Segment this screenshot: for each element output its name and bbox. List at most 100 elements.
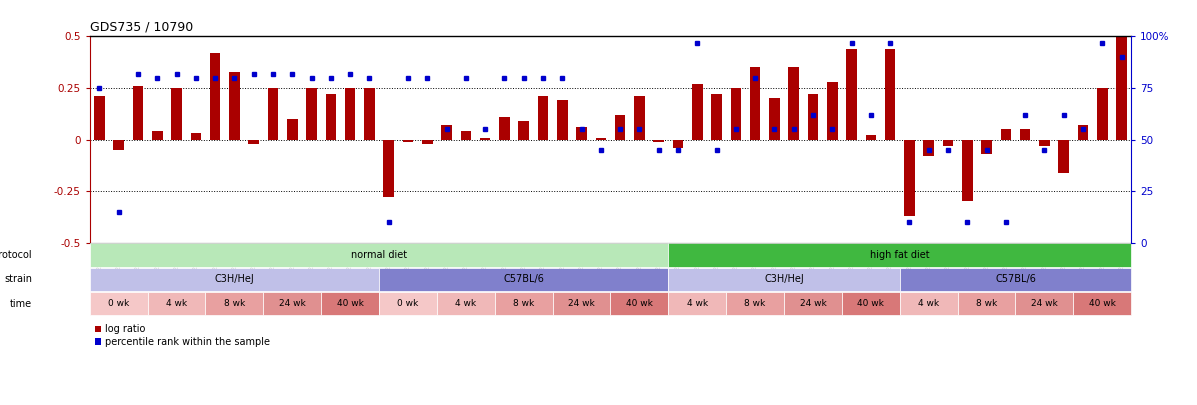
Bar <box>904 140 915 216</box>
Legend: log ratio, percentile rank within the sample: log ratio, percentile rank within the sa… <box>95 324 271 347</box>
Bar <box>576 127 587 140</box>
Bar <box>190 133 201 140</box>
Bar <box>846 49 857 140</box>
Bar <box>982 140 992 154</box>
Text: C3H/HeJ: C3H/HeJ <box>764 274 804 284</box>
Text: 8 wk: 8 wk <box>745 299 766 308</box>
Bar <box>727 292 784 315</box>
Bar <box>287 119 298 140</box>
Bar <box>958 292 1015 315</box>
Text: growth protocol: growth protocol <box>0 250 32 260</box>
Bar <box>808 94 819 140</box>
Bar <box>209 53 220 140</box>
Bar <box>442 125 451 140</box>
Bar <box>900 268 1131 291</box>
Bar <box>962 140 972 202</box>
Text: 4 wk: 4 wk <box>687 299 707 308</box>
Bar <box>437 292 494 315</box>
Bar <box>610 292 668 315</box>
Bar <box>379 292 437 315</box>
Text: 24 wk: 24 wk <box>279 299 305 308</box>
Bar <box>461 131 472 140</box>
Bar <box>229 72 239 140</box>
Bar <box>321 292 379 315</box>
Bar <box>557 100 567 140</box>
Bar <box>537 96 548 140</box>
Bar <box>553 292 610 315</box>
Bar <box>634 96 645 140</box>
Bar <box>518 121 529 140</box>
Text: 40 wk: 40 wk <box>857 299 885 308</box>
Text: normal diet: normal diet <box>351 250 407 260</box>
Bar <box>1001 129 1011 140</box>
Bar <box>1058 140 1069 173</box>
Text: 40 wk: 40 wk <box>1089 299 1116 308</box>
Bar <box>206 292 263 315</box>
Bar <box>423 140 432 144</box>
Text: 8 wk: 8 wk <box>224 299 245 308</box>
Bar <box>885 49 895 140</box>
Bar <box>711 94 722 140</box>
Text: 4 wk: 4 wk <box>166 299 187 308</box>
Text: 8 wk: 8 wk <box>514 299 534 308</box>
Bar <box>865 136 876 140</box>
Bar <box>1020 129 1031 140</box>
Bar <box>90 243 668 266</box>
Text: strain: strain <box>4 274 32 284</box>
Text: C57BL/6: C57BL/6 <box>503 274 545 284</box>
Bar <box>1117 0 1126 140</box>
Bar <box>379 268 668 291</box>
Bar <box>306 88 317 140</box>
Bar <box>133 86 144 140</box>
Bar <box>268 88 278 140</box>
Bar <box>668 292 727 315</box>
Bar <box>749 67 760 140</box>
Bar <box>827 82 838 140</box>
Text: 24 wk: 24 wk <box>1031 299 1058 308</box>
Bar <box>171 88 182 140</box>
Bar <box>668 268 900 291</box>
Bar <box>114 140 124 150</box>
Bar <box>692 84 703 140</box>
Bar <box>90 268 379 291</box>
Bar <box>943 140 953 146</box>
Bar <box>499 117 510 140</box>
Bar <box>345 88 356 140</box>
Text: 40 wk: 40 wk <box>626 299 652 308</box>
Text: 4 wk: 4 wk <box>455 299 476 308</box>
Bar <box>784 292 841 315</box>
Bar <box>1039 140 1050 146</box>
Bar <box>596 138 606 140</box>
Text: C57BL/6: C57BL/6 <box>995 274 1035 284</box>
Bar <box>673 140 683 148</box>
Bar <box>770 98 779 140</box>
Bar <box>480 138 491 140</box>
Bar <box>90 292 147 315</box>
Text: 4 wk: 4 wk <box>918 299 940 308</box>
Bar <box>789 67 798 140</box>
Bar <box>402 140 413 142</box>
Bar <box>730 88 741 140</box>
Text: GDS735 / 10790: GDS735 / 10790 <box>90 21 193 34</box>
Bar <box>263 292 321 315</box>
Text: 0 wk: 0 wk <box>397 299 419 308</box>
Text: 8 wk: 8 wk <box>976 299 997 308</box>
Bar <box>364 88 375 140</box>
Text: 24 wk: 24 wk <box>569 299 595 308</box>
Bar <box>1096 88 1107 140</box>
Bar <box>383 140 394 197</box>
Bar <box>152 131 163 140</box>
Text: 0 wk: 0 wk <box>108 299 129 308</box>
Bar <box>923 140 934 156</box>
Text: time: time <box>10 299 32 309</box>
Bar <box>147 292 206 315</box>
Text: 24 wk: 24 wk <box>800 299 826 308</box>
Bar <box>326 94 336 140</box>
Bar <box>1015 292 1074 315</box>
Bar <box>494 292 553 315</box>
Bar <box>654 140 664 142</box>
Bar <box>841 292 900 315</box>
Bar <box>668 243 1131 266</box>
Bar <box>615 115 625 140</box>
Text: 40 wk: 40 wk <box>336 299 364 308</box>
